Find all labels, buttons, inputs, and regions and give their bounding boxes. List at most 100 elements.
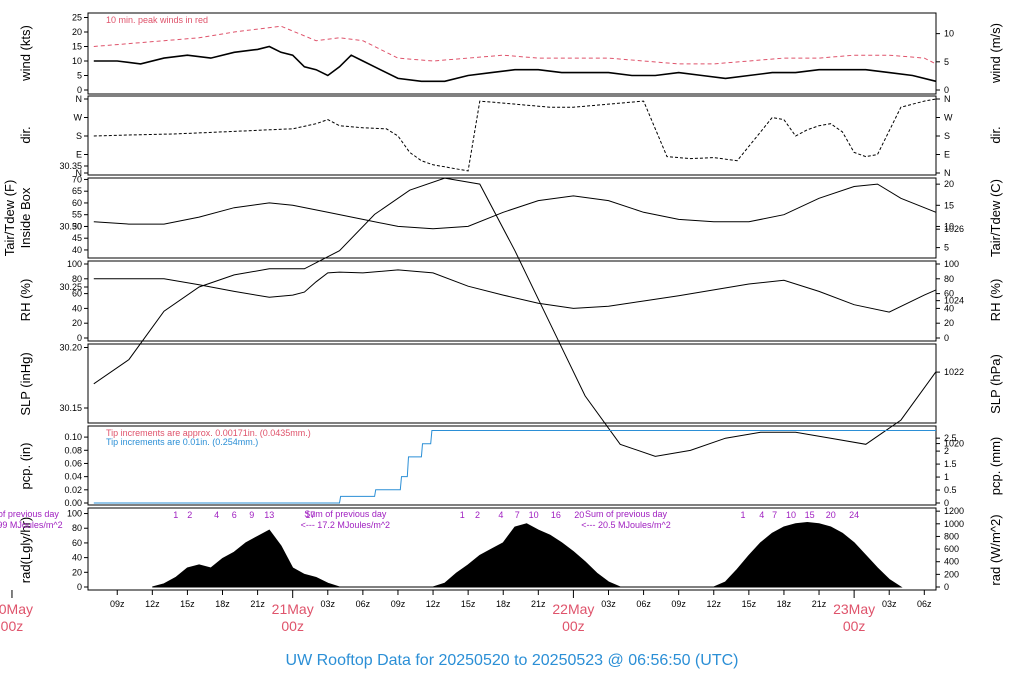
rh-tick-left: 60 bbox=[72, 289, 82, 299]
rad-hour-mark: 6 bbox=[232, 510, 237, 520]
rad-tick-left: 0 bbox=[77, 582, 82, 592]
rh-tick-right: 100 bbox=[944, 259, 959, 269]
panel-frame-wind bbox=[87, 12, 937, 95]
rad-daily-note: Sum of previous day bbox=[0, 509, 59, 519]
slp-tick-right: 1022 bbox=[944, 367, 964, 377]
wind-tick-right: 5 bbox=[944, 57, 949, 67]
temp-tick-left: 45 bbox=[72, 233, 82, 243]
rad-tick-right: 600 bbox=[944, 544, 959, 554]
x-tick-label: 15z bbox=[461, 599, 476, 609]
slp-tick-right: 1024 bbox=[944, 296, 964, 306]
pcp-tick-left: 0.10 bbox=[64, 432, 82, 442]
wind-tick-left: 0 bbox=[77, 85, 82, 95]
temp-tick-left: 50 bbox=[72, 221, 82, 231]
day-label: 21May bbox=[272, 601, 314, 617]
rad-daily-sum: <--- 20.5 MJoules/m^2 bbox=[581, 520, 671, 530]
wind-tick-left: 25 bbox=[72, 13, 82, 23]
rad-tick-left: 40 bbox=[72, 553, 82, 563]
dir-ylabel-right: dir. bbox=[988, 126, 1003, 143]
rad-daily-sum: <--- 17.2 MJoules/m^2 bbox=[301, 520, 391, 530]
panel-frame-temp bbox=[87, 177, 937, 259]
wind-tick-left: 20 bbox=[72, 27, 82, 37]
panel-frame-dir bbox=[87, 95, 937, 176]
pcp-tick-right: 0 bbox=[944, 498, 949, 508]
slp-ylabel-right: SLP (hPa) bbox=[988, 354, 1003, 414]
pcp-tick-left: 0.08 bbox=[64, 445, 82, 455]
pcp-tick-left: 0.04 bbox=[64, 472, 82, 482]
pcp-tick-right: 0.5 bbox=[944, 485, 957, 495]
x-tick-label: 12z bbox=[707, 599, 722, 609]
dir-tick-left: N bbox=[76, 94, 83, 104]
rad-hour-mark: 2 bbox=[187, 510, 192, 520]
slp-ylabel-left: SLP (inHg) bbox=[18, 352, 33, 415]
rh-tick-right: 20 bbox=[944, 318, 954, 328]
x-tick-label: 06z bbox=[356, 599, 371, 609]
x-tick-label: 18z bbox=[215, 599, 230, 609]
x-tick-label: 03z bbox=[882, 599, 897, 609]
rad-hour-mark: 10 bbox=[529, 510, 539, 520]
temp-tick-right: 15 bbox=[944, 200, 954, 210]
x-tick-label: 18z bbox=[777, 599, 792, 609]
rad-hour-mark: 20 bbox=[826, 510, 836, 520]
pcp-tick-right: 1.5 bbox=[944, 459, 957, 469]
series-line-wind bbox=[93, 45, 937, 83]
rad-tick-left: 20 bbox=[72, 567, 82, 577]
wind-tick-left: 15 bbox=[72, 42, 82, 52]
dir-ylabel-left: dir. bbox=[18, 126, 33, 143]
x-tick-label: 12z bbox=[426, 599, 441, 609]
temp-tick-left: 60 bbox=[72, 198, 82, 208]
rad-ylabel-left: rad(Lgly/hr) bbox=[18, 517, 33, 583]
x-tick-label: 15z bbox=[180, 599, 195, 609]
wind-tick-right: 0 bbox=[944, 85, 949, 95]
x-tick-label: 15z bbox=[742, 599, 757, 609]
rad-tick-left: 80 bbox=[72, 523, 82, 533]
wind-tick-left: 10 bbox=[72, 56, 82, 66]
slp-tick-left: 30.15 bbox=[59, 403, 82, 413]
rad-ylabel-right: rad (W/m^2) bbox=[988, 514, 1003, 585]
rad-hour-mark: 7 bbox=[515, 510, 520, 520]
rad-hour-mark: 20 bbox=[574, 510, 584, 520]
wind-tick-left: 5 bbox=[77, 71, 82, 81]
x-tick-label: 09z bbox=[391, 599, 406, 609]
rh-ylabel-left: RH (%) bbox=[18, 279, 33, 322]
temp-tick-right: 20 bbox=[944, 179, 954, 189]
rad-tick-right: 800 bbox=[944, 531, 959, 541]
rad-hour-mark: 4 bbox=[214, 510, 219, 520]
rad-tick-left: 60 bbox=[72, 538, 82, 548]
rh-tick-right: 80 bbox=[944, 274, 954, 284]
x-tick-label: 18z bbox=[496, 599, 511, 609]
rad-hour-mark: 4 bbox=[759, 510, 764, 520]
day-hour-label: 00z bbox=[1, 618, 24, 634]
rad-tick-right: 1000 bbox=[944, 519, 964, 529]
dir-tick-left: W bbox=[74, 113, 83, 123]
rad-hour-mark: 2 bbox=[475, 510, 480, 520]
series-rad-fill bbox=[152, 521, 903, 588]
x-tick-label: 03z bbox=[321, 599, 336, 609]
dir-tick-right: S bbox=[944, 131, 950, 141]
temp-tick-right: 5 bbox=[944, 243, 949, 253]
rad-hour-mark: 7 bbox=[772, 510, 777, 520]
dir-tick-left: N bbox=[76, 168, 83, 178]
series-line-rh bbox=[93, 269, 937, 313]
temp-tick-left: 55 bbox=[72, 210, 82, 220]
panel-frame-pcp bbox=[87, 425, 937, 506]
rad-daily-note: Sum of previous day bbox=[585, 509, 668, 519]
rad-daily-sum: <--- 2.99 MJoules/m^2 bbox=[0, 520, 63, 530]
rad-tick-left: 100 bbox=[67, 509, 82, 519]
slp-tick-right: 1020 bbox=[944, 439, 964, 449]
pcp-tick-left: 0.00 bbox=[64, 498, 82, 508]
rad-hour-mark: 17 bbox=[305, 510, 315, 520]
pcp-ylabel-left: pcp. (in) bbox=[18, 443, 33, 490]
rad-hour-mark: 16 bbox=[551, 510, 561, 520]
series-line-pcp bbox=[93, 430, 936, 504]
panel-frame-slp bbox=[87, 343, 937, 424]
rad-tick-right: 0 bbox=[944, 582, 949, 592]
slp-tick-left: 30.35 bbox=[59, 161, 82, 171]
slp-tick-left: 30.30 bbox=[59, 222, 82, 232]
x-tick-label: 06z bbox=[917, 599, 932, 609]
rad-hour-mark: 4 bbox=[498, 510, 503, 520]
rad-hour-mark: 10 bbox=[786, 510, 796, 520]
slp-tick-left: 30.20 bbox=[59, 343, 82, 353]
x-tick-label: 21z bbox=[250, 599, 265, 609]
rad-hour-mark: 13 bbox=[264, 510, 274, 520]
